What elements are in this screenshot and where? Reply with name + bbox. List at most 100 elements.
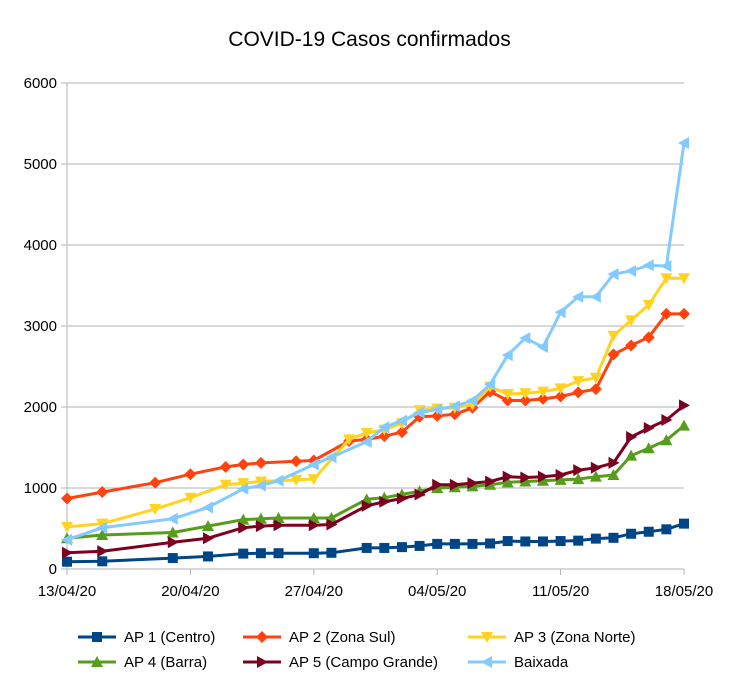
- x-tick-label: 04/05/20: [408, 583, 466, 600]
- data-point: [414, 540, 425, 551]
- data-point: [572, 473, 585, 485]
- data-point: [626, 528, 637, 539]
- legend-label: AP 1 (Centro): [124, 629, 215, 646]
- data-point: [255, 520, 267, 533]
- series-5: [62, 399, 690, 559]
- data-point: [97, 556, 108, 567]
- data-point: [61, 492, 73, 505]
- data-point: [607, 330, 620, 342]
- data-point: [589, 372, 602, 384]
- data-point: [608, 532, 619, 543]
- data-point: [432, 538, 443, 549]
- y-tick-label: 1000: [24, 480, 57, 497]
- legend-item: Baixada: [468, 654, 569, 671]
- data-point: [501, 394, 514, 407]
- data-point: [307, 458, 319, 471]
- data-point: [62, 556, 72, 567]
- data-point: [238, 521, 250, 534]
- data-point: [643, 526, 654, 537]
- data-point: [642, 442, 655, 454]
- data-point: [555, 469, 567, 482]
- data-point: [272, 511, 285, 523]
- chart-title: COVID-19 Casos confirmados: [228, 28, 511, 51]
- y-tick-label: 3000: [24, 318, 57, 335]
- data-point: [166, 526, 179, 538]
- data-point: [502, 470, 514, 483]
- data-point: [589, 383, 602, 396]
- data-point: [290, 474, 303, 486]
- data-point: [642, 331, 655, 344]
- data-point: [254, 476, 267, 488]
- data-point: [273, 519, 285, 532]
- data-point: [326, 547, 337, 558]
- legend-marker: [92, 632, 102, 642]
- x-tick-label: 18/05/20: [655, 583, 713, 600]
- data-point: [642, 299, 655, 311]
- legend-label: AP 3 (Zona Norte): [514, 629, 635, 646]
- legend-marker: [91, 656, 103, 667]
- legend-label: AP 5 (Campo Grande): [289, 654, 438, 671]
- data-point: [625, 339, 638, 352]
- data-point: [520, 536, 531, 547]
- data-point: [448, 408, 461, 421]
- data-point: [361, 542, 372, 553]
- data-point: [378, 421, 390, 434]
- data-point: [449, 478, 461, 491]
- data-point: [378, 430, 391, 443]
- data-point: [202, 520, 215, 532]
- data-point: [484, 378, 496, 391]
- data-point: [396, 492, 408, 505]
- y-tick-label: 4000: [24, 237, 57, 254]
- data-point: [238, 548, 249, 559]
- data-point: [519, 332, 531, 345]
- data-point: [642, 259, 654, 272]
- data-point: [395, 426, 408, 439]
- data-point: [678, 136, 689, 149]
- data-point: [519, 475, 532, 487]
- data-point: [607, 268, 619, 281]
- data-point: [308, 548, 319, 559]
- data-point: [184, 492, 197, 504]
- legend-marker: [257, 656, 268, 668]
- series-line: [66, 142, 686, 542]
- data-point: [554, 390, 567, 403]
- data-point: [536, 341, 548, 354]
- series-line: [66, 404, 685, 555]
- data-point: [678, 419, 690, 431]
- x-tick-label: 20/04/20: [161, 583, 219, 600]
- data-point: [237, 458, 250, 471]
- data-point: [607, 469, 620, 481]
- data-point: [554, 383, 567, 395]
- data-point: [555, 536, 566, 547]
- data-point: [379, 542, 390, 553]
- series-6: [61, 136, 689, 546]
- y-tick-label: 2000: [24, 399, 57, 416]
- axes: 0 1000 2000 3000 4000 5000 6000 13/04/20 20/04/2…: [24, 75, 714, 600]
- data-point: [308, 519, 320, 532]
- data-point: [343, 434, 356, 446]
- data-point: [678, 273, 690, 285]
- legend-marker: [256, 631, 268, 643]
- data-point: [273, 548, 284, 559]
- data-point: [254, 456, 267, 469]
- data-point: [219, 479, 232, 491]
- legend-item: AP 3 (Zona Norte): [468, 629, 635, 646]
- data-point: [590, 461, 602, 474]
- data-point: [625, 449, 638, 461]
- data-point: [660, 307, 673, 320]
- x-tick-label: 27/04/20: [285, 583, 343, 600]
- data-point: [449, 538, 460, 549]
- data-point: [96, 521, 108, 534]
- legend-marker: [481, 656, 492, 668]
- data-point: [203, 551, 214, 562]
- data-point: [237, 482, 249, 495]
- series-line: [66, 424, 685, 540]
- y-tick-label: 0: [49, 561, 57, 578]
- data-point: [448, 400, 460, 413]
- data-point: [536, 474, 549, 486]
- data-point: [166, 512, 178, 525]
- data-point: [237, 478, 250, 490]
- data-point: [679, 518, 689, 529]
- x-tick-label: 11/05/20: [532, 583, 589, 600]
- data-point: [361, 499, 373, 512]
